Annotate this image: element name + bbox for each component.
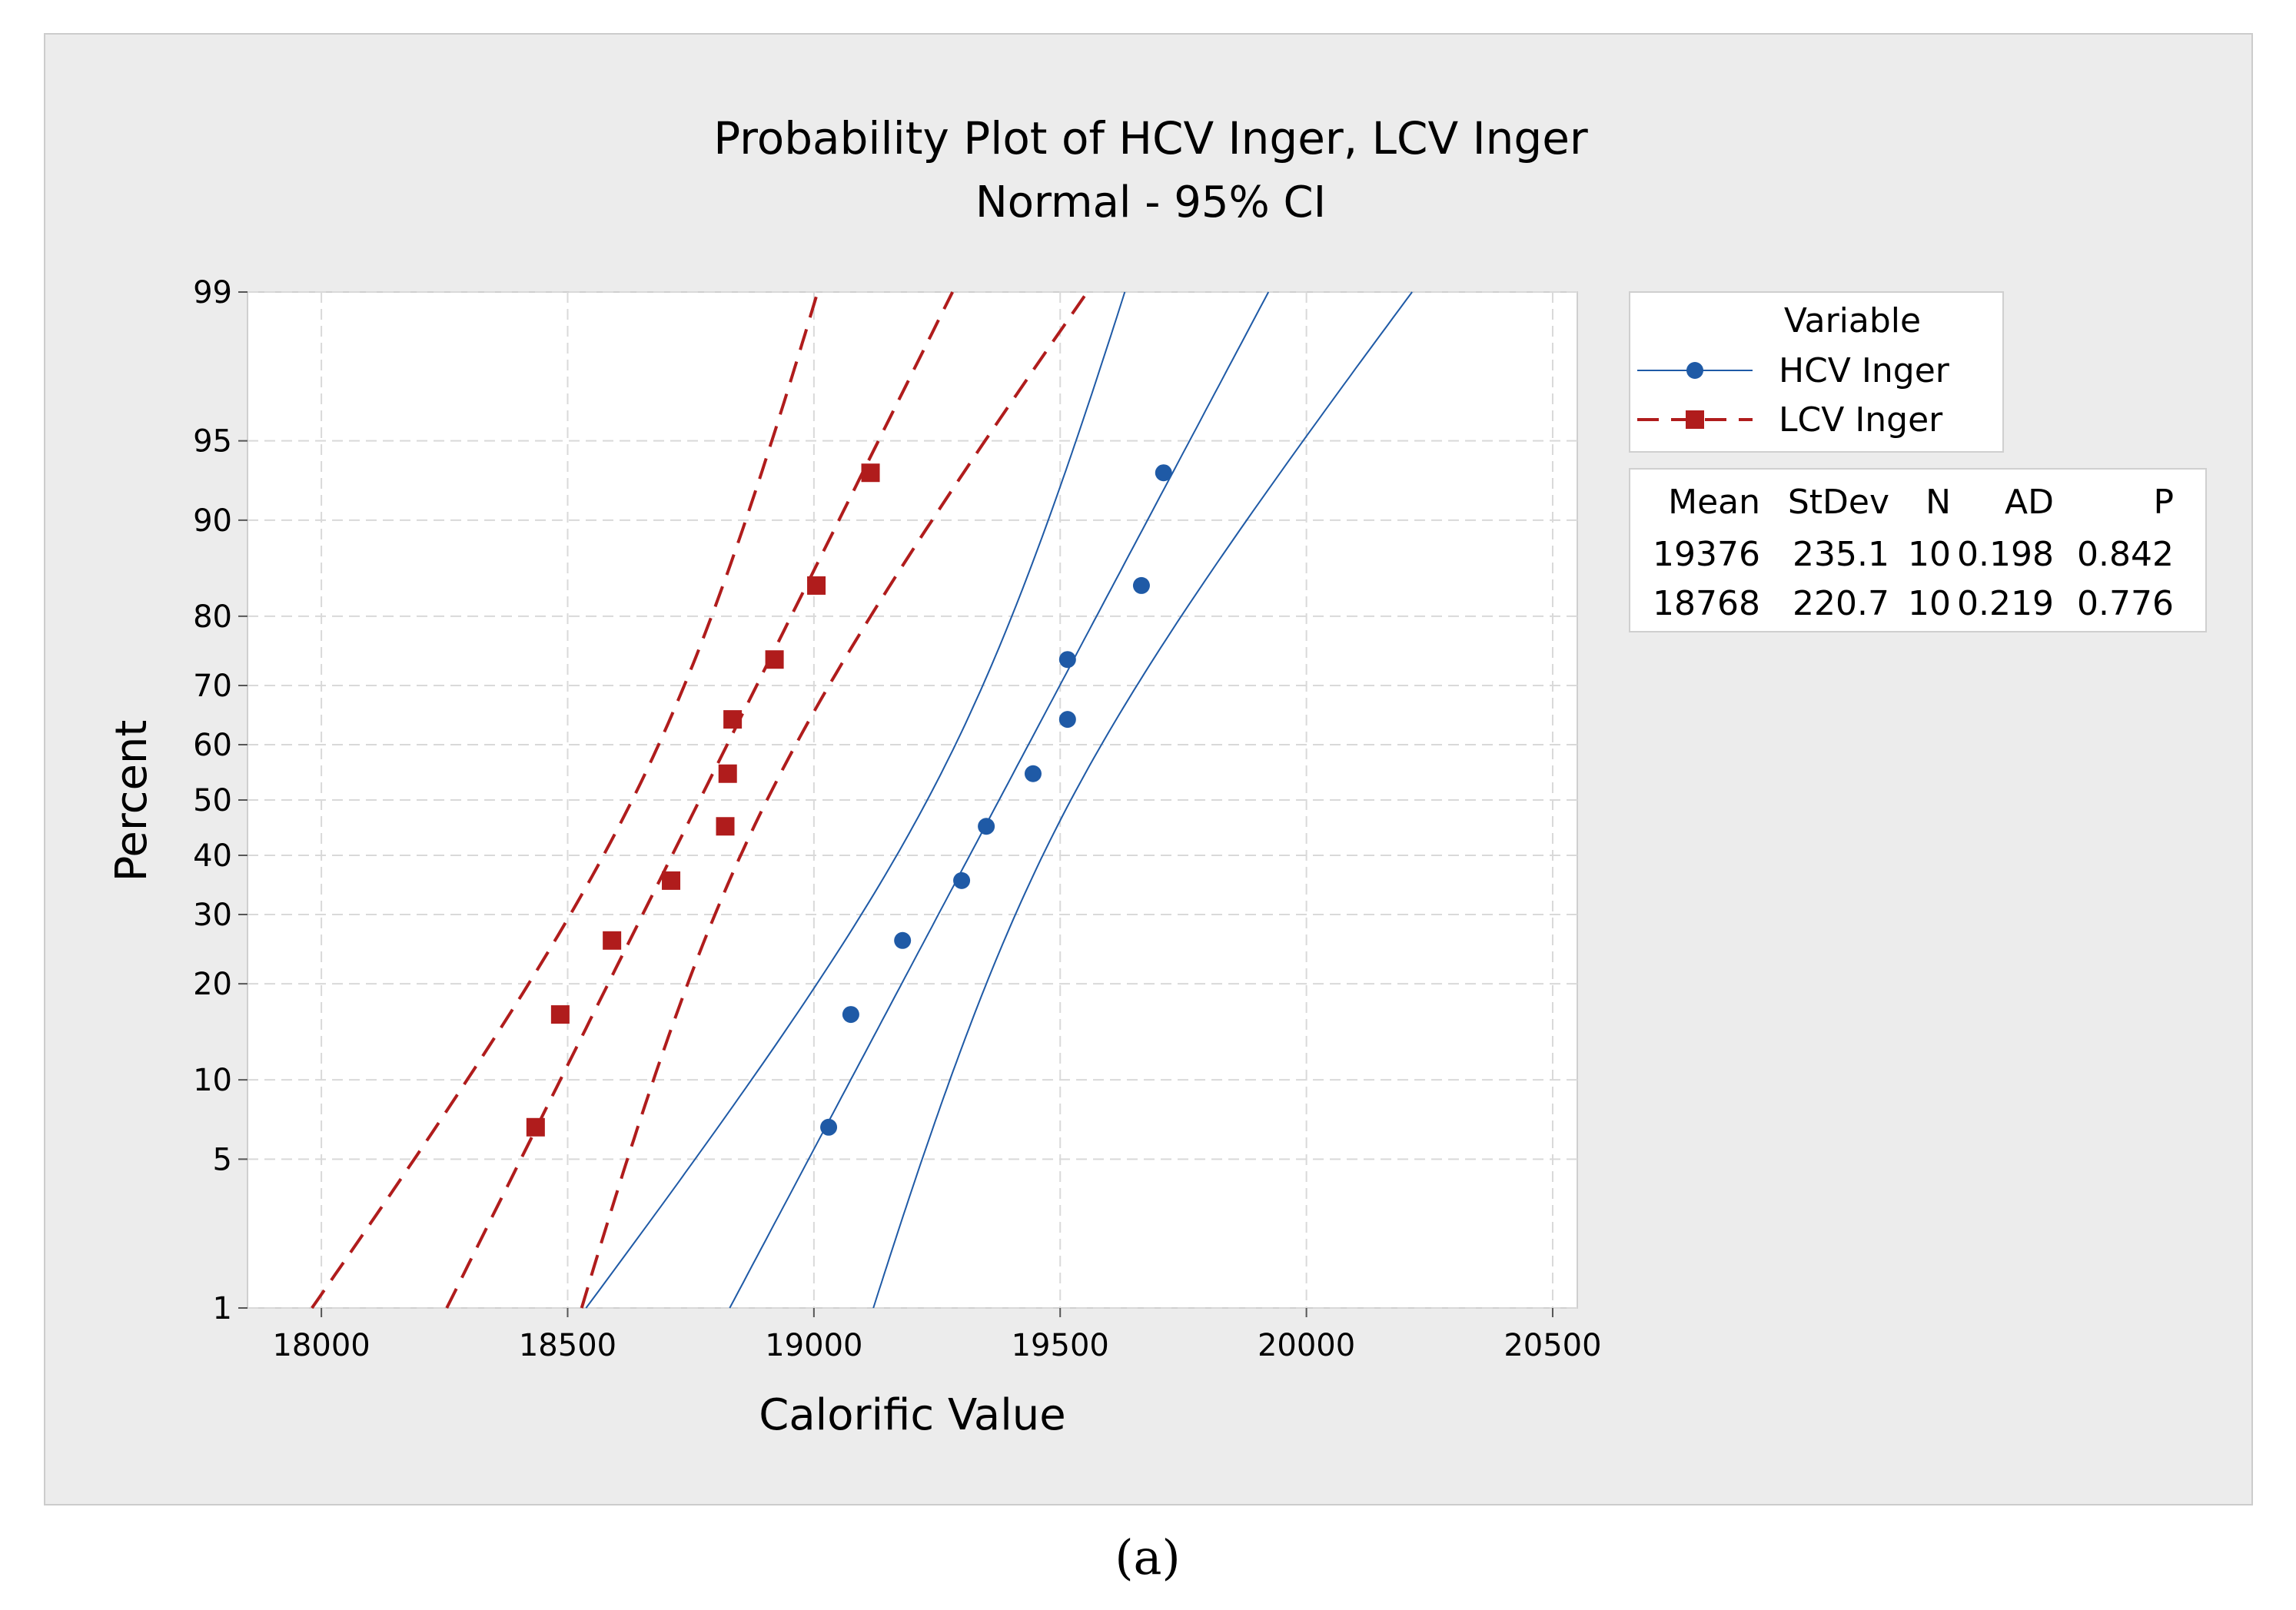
stats-header: AD — [2005, 483, 2054, 522]
data-point-square — [526, 1117, 545, 1137]
stats-cell: 18768 — [1653, 584, 1760, 623]
y-tick-label: 90 — [193, 503, 232, 539]
data-point-square — [723, 710, 743, 729]
data-point-circle — [842, 1006, 859, 1024]
figure-caption: (a) — [1115, 1529, 1180, 1585]
lcv-inger-ci-upper-line — [580, 290, 1089, 1309]
data-point-square — [807, 576, 826, 595]
y-tick-label: 20 — [193, 967, 232, 1002]
data-point-square — [765, 650, 784, 669]
hcv-inger-ci-lower-line — [585, 291, 1126, 1309]
data-point-circle — [953, 871, 971, 889]
grid-lines — [248, 291, 1577, 1309]
y-tick-label: 50 — [193, 783, 232, 818]
data-point-square — [861, 463, 880, 483]
lcv-inger-ci-lower-line — [311, 291, 819, 1310]
stats-cell: 0.776 — [2077, 584, 2174, 623]
legend-marker-square — [1686, 410, 1704, 429]
data-point-circle — [1024, 765, 1042, 782]
stats-cell: 0.198 — [1957, 535, 2054, 574]
data-points — [526, 463, 1172, 1137]
data-point-square — [662, 871, 681, 890]
stats-table-cells: Mean StDev N AD P 19376 235.1 10 0.198 0.842 18768… — [1653, 483, 2174, 623]
y-tick-label: 60 — [193, 728, 232, 763]
x-axis-label: Calorific Value — [759, 1390, 1065, 1440]
chart-subtitle: Normal - 95% CI — [975, 178, 1326, 227]
y-tick-label: 80 — [193, 599, 232, 635]
y-axis-ticks: 1 5 10 20 30 40 50 60 70 80 90 95 99 — [193, 275, 248, 1326]
data-point-circle — [1058, 651, 1076, 669]
legend-marker-circle — [1686, 362, 1703, 379]
y-axis-label: Percent — [107, 720, 157, 882]
lcv-inger-fit-line — [445, 291, 954, 1309]
y-tick-label: 10 — [193, 1063, 232, 1098]
x-tick-label: 18500 — [519, 1328, 616, 1363]
x-tick-label: 19000 — [765, 1328, 862, 1363]
stats-cell: 10 — [1908, 584, 1951, 623]
stats-table-box — [1629, 468, 2207, 632]
x-tick-label: 20500 — [1504, 1328, 1601, 1363]
x-tick-label: 18000 — [272, 1328, 370, 1363]
y-tick-label: 1 — [213, 1291, 232, 1326]
stats-cell: 19376 — [1653, 535, 1760, 574]
y-tick-label: 99 — [193, 275, 232, 310]
data-point-square — [550, 1005, 570, 1024]
confidence-bands — [311, 290, 1413, 1310]
legend-label: LCV Inger — [1779, 400, 1943, 440]
data-point-square — [718, 764, 737, 783]
x-tick-label: 19500 — [1012, 1328, 1109, 1363]
data-point-square — [603, 931, 622, 950]
data-point-circle — [1058, 711, 1076, 729]
data-point-circle — [1155, 464, 1172, 482]
stats-cell: 0.842 — [2077, 535, 2174, 574]
y-tick-label: 70 — [193, 669, 232, 704]
stats-cell: 220.7 — [1793, 584, 1889, 623]
y-tick-label: 5 — [213, 1142, 232, 1177]
stats-cell: 235.1 — [1793, 535, 1889, 574]
stats-header: P — [2153, 483, 2174, 522]
stats-header: StDev — [1788, 483, 1889, 522]
legend-title: Variable — [1784, 301, 1921, 340]
legend-items: HCV Inger LCV Inger — [1637, 351, 1950, 440]
y-tick-label: 40 — [193, 838, 232, 874]
x-axis-ticks: 18000 18500 19000 19500 20000 20500 — [272, 1308, 1602, 1363]
stats-cell: 0.219 — [1957, 584, 2054, 623]
chart-title: Probability Plot of HCV Inger, LCV Inger — [713, 112, 1588, 164]
stats-table: Mean StDev N AD P 19376 235.1 10 0.198 0.842 18768… — [1629, 468, 2207, 632]
stats-header: N — [1926, 483, 1951, 522]
data-point-circle — [978, 818, 995, 835]
legend: Variable HCV Inger LCV Inger — [1629, 291, 2004, 453]
data-point-circle — [894, 931, 912, 949]
y-tick-label: 30 — [193, 898, 232, 933]
y-tick-label: 95 — [193, 424, 232, 460]
hcv-inger-fit-line — [729, 291, 1270, 1309]
x-tick-label: 20000 — [1258, 1328, 1355, 1363]
data-point-square — [716, 817, 735, 836]
data-point-circle — [820, 1118, 838, 1136]
stats-header: Mean — [1668, 483, 1760, 522]
data-point-circle — [1132, 576, 1150, 594]
hcv-inger-ci-upper-line — [872, 291, 1413, 1309]
stats-cell: 10 — [1908, 535, 1951, 574]
legend-label: HCV Inger — [1779, 351, 1950, 390]
